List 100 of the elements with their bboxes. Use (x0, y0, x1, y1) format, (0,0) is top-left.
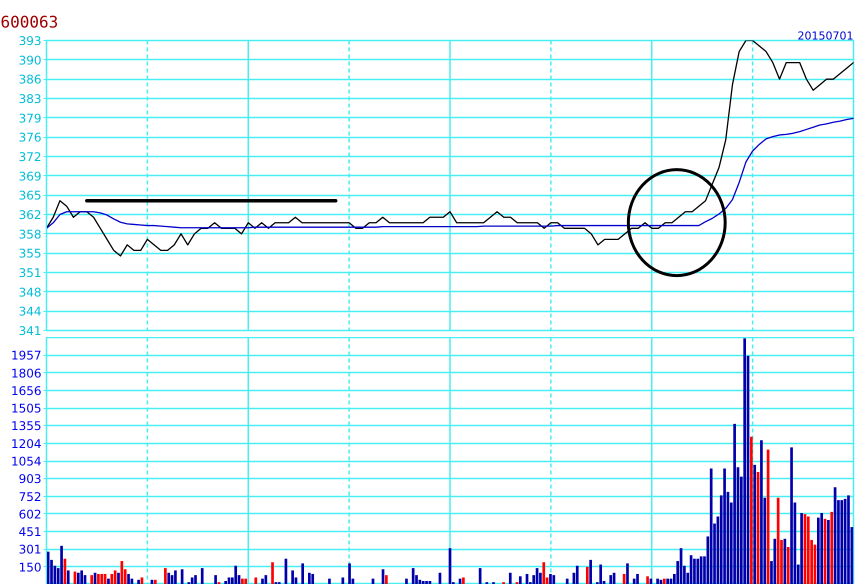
bar (94, 572, 96, 584)
bar (847, 495, 850, 584)
bar (766, 450, 770, 584)
bar (696, 558, 700, 584)
bar (180, 569, 184, 584)
y-tick-label: 451 (18, 525, 42, 540)
bar (626, 563, 629, 584)
y-tick-label: 348 (18, 285, 42, 300)
bar (526, 574, 528, 584)
bar (840, 500, 844, 584)
bar (117, 572, 120, 584)
bar (609, 575, 612, 584)
line-series (46, 118, 854, 229)
bar (372, 578, 374, 584)
bar (140, 577, 144, 584)
bar (164, 568, 167, 584)
bar (723, 468, 726, 584)
bar (64, 558, 66, 584)
bar (244, 578, 248, 584)
bar (622, 574, 626, 584)
bar (97, 574, 100, 584)
bar (586, 566, 589, 584)
y-tick-label: 344 (18, 304, 42, 319)
bar (733, 424, 736, 584)
bar (311, 574, 314, 584)
y-tick-label: 602 (18, 507, 42, 522)
bar (536, 568, 538, 584)
bar (693, 558, 696, 584)
bar (107, 578, 110, 584)
bar (756, 472, 760, 584)
bar (680, 548, 682, 584)
bar (786, 546, 790, 584)
bar (284, 558, 288, 584)
y-tick-label: 358 (18, 227, 42, 242)
bar (612, 572, 616, 584)
bar (114, 570, 116, 584)
y-tick-label: 1806 (10, 366, 42, 380)
bar (308, 572, 311, 584)
y-tick-label: 1204 (10, 436, 42, 451)
y-tick-label: 341 (18, 324, 42, 338)
bar (478, 568, 482, 584)
bar (194, 575, 197, 584)
bar (90, 575, 94, 584)
bar (660, 580, 662, 584)
chart-title: 600063 (0, 12, 58, 32)
y-tick-label: 1656 (10, 384, 42, 398)
y-tick-label: 301 (18, 542, 42, 557)
y-tick-label: 1505 (10, 402, 42, 416)
bar (650, 578, 652, 584)
bar (566, 578, 569, 584)
bar (753, 464, 756, 584)
bar (844, 498, 846, 584)
bar (405, 578, 408, 584)
annotation: 20150701 (798, 30, 854, 42)
bar (834, 487, 836, 584)
bar (422, 580, 425, 584)
y-tick-label: 386 (18, 72, 42, 87)
y-tick-label: 372 (18, 150, 42, 164)
bar (127, 574, 130, 584)
y-tick-label: 369 (18, 169, 42, 184)
bar (228, 577, 230, 584)
bar (412, 568, 415, 584)
bar (328, 578, 331, 584)
bar (120, 561, 124, 584)
bar (348, 563, 351, 584)
bar (552, 575, 556, 584)
y-tick-label: 362 (18, 208, 42, 222)
bar (666, 578, 669, 584)
bar (646, 576, 649, 584)
bar (800, 512, 803, 584)
bar (385, 575, 388, 584)
bar (542, 562, 546, 584)
bar (66, 570, 70, 584)
bar (150, 580, 154, 584)
bar (190, 577, 194, 584)
bar (291, 570, 294, 584)
bar (690, 555, 692, 584)
bar (425, 580, 428, 584)
bar (100, 574, 104, 584)
bar (599, 564, 602, 584)
bar (656, 578, 659, 584)
y-tick-label: 1957 (10, 348, 42, 363)
bar (167, 572, 170, 584)
y-tick-label: 903 (18, 472, 42, 486)
y-tick-label: 383 (18, 92, 42, 106)
bar (234, 566, 238, 584)
y-tick-label: 351 (18, 266, 42, 280)
y-tick-label: 365 (18, 188, 42, 203)
bar (214, 575, 217, 584)
bar (74, 572, 76, 584)
bar (576, 566, 579, 584)
bar (804, 514, 806, 584)
bar (773, 538, 776, 584)
bar (80, 570, 83, 584)
y-tick-label: 376 (18, 130, 42, 145)
bar (636, 574, 639, 584)
bar (261, 578, 264, 584)
bar (820, 512, 824, 584)
y-tick-label: 379 (18, 111, 42, 126)
bar (382, 569, 384, 584)
